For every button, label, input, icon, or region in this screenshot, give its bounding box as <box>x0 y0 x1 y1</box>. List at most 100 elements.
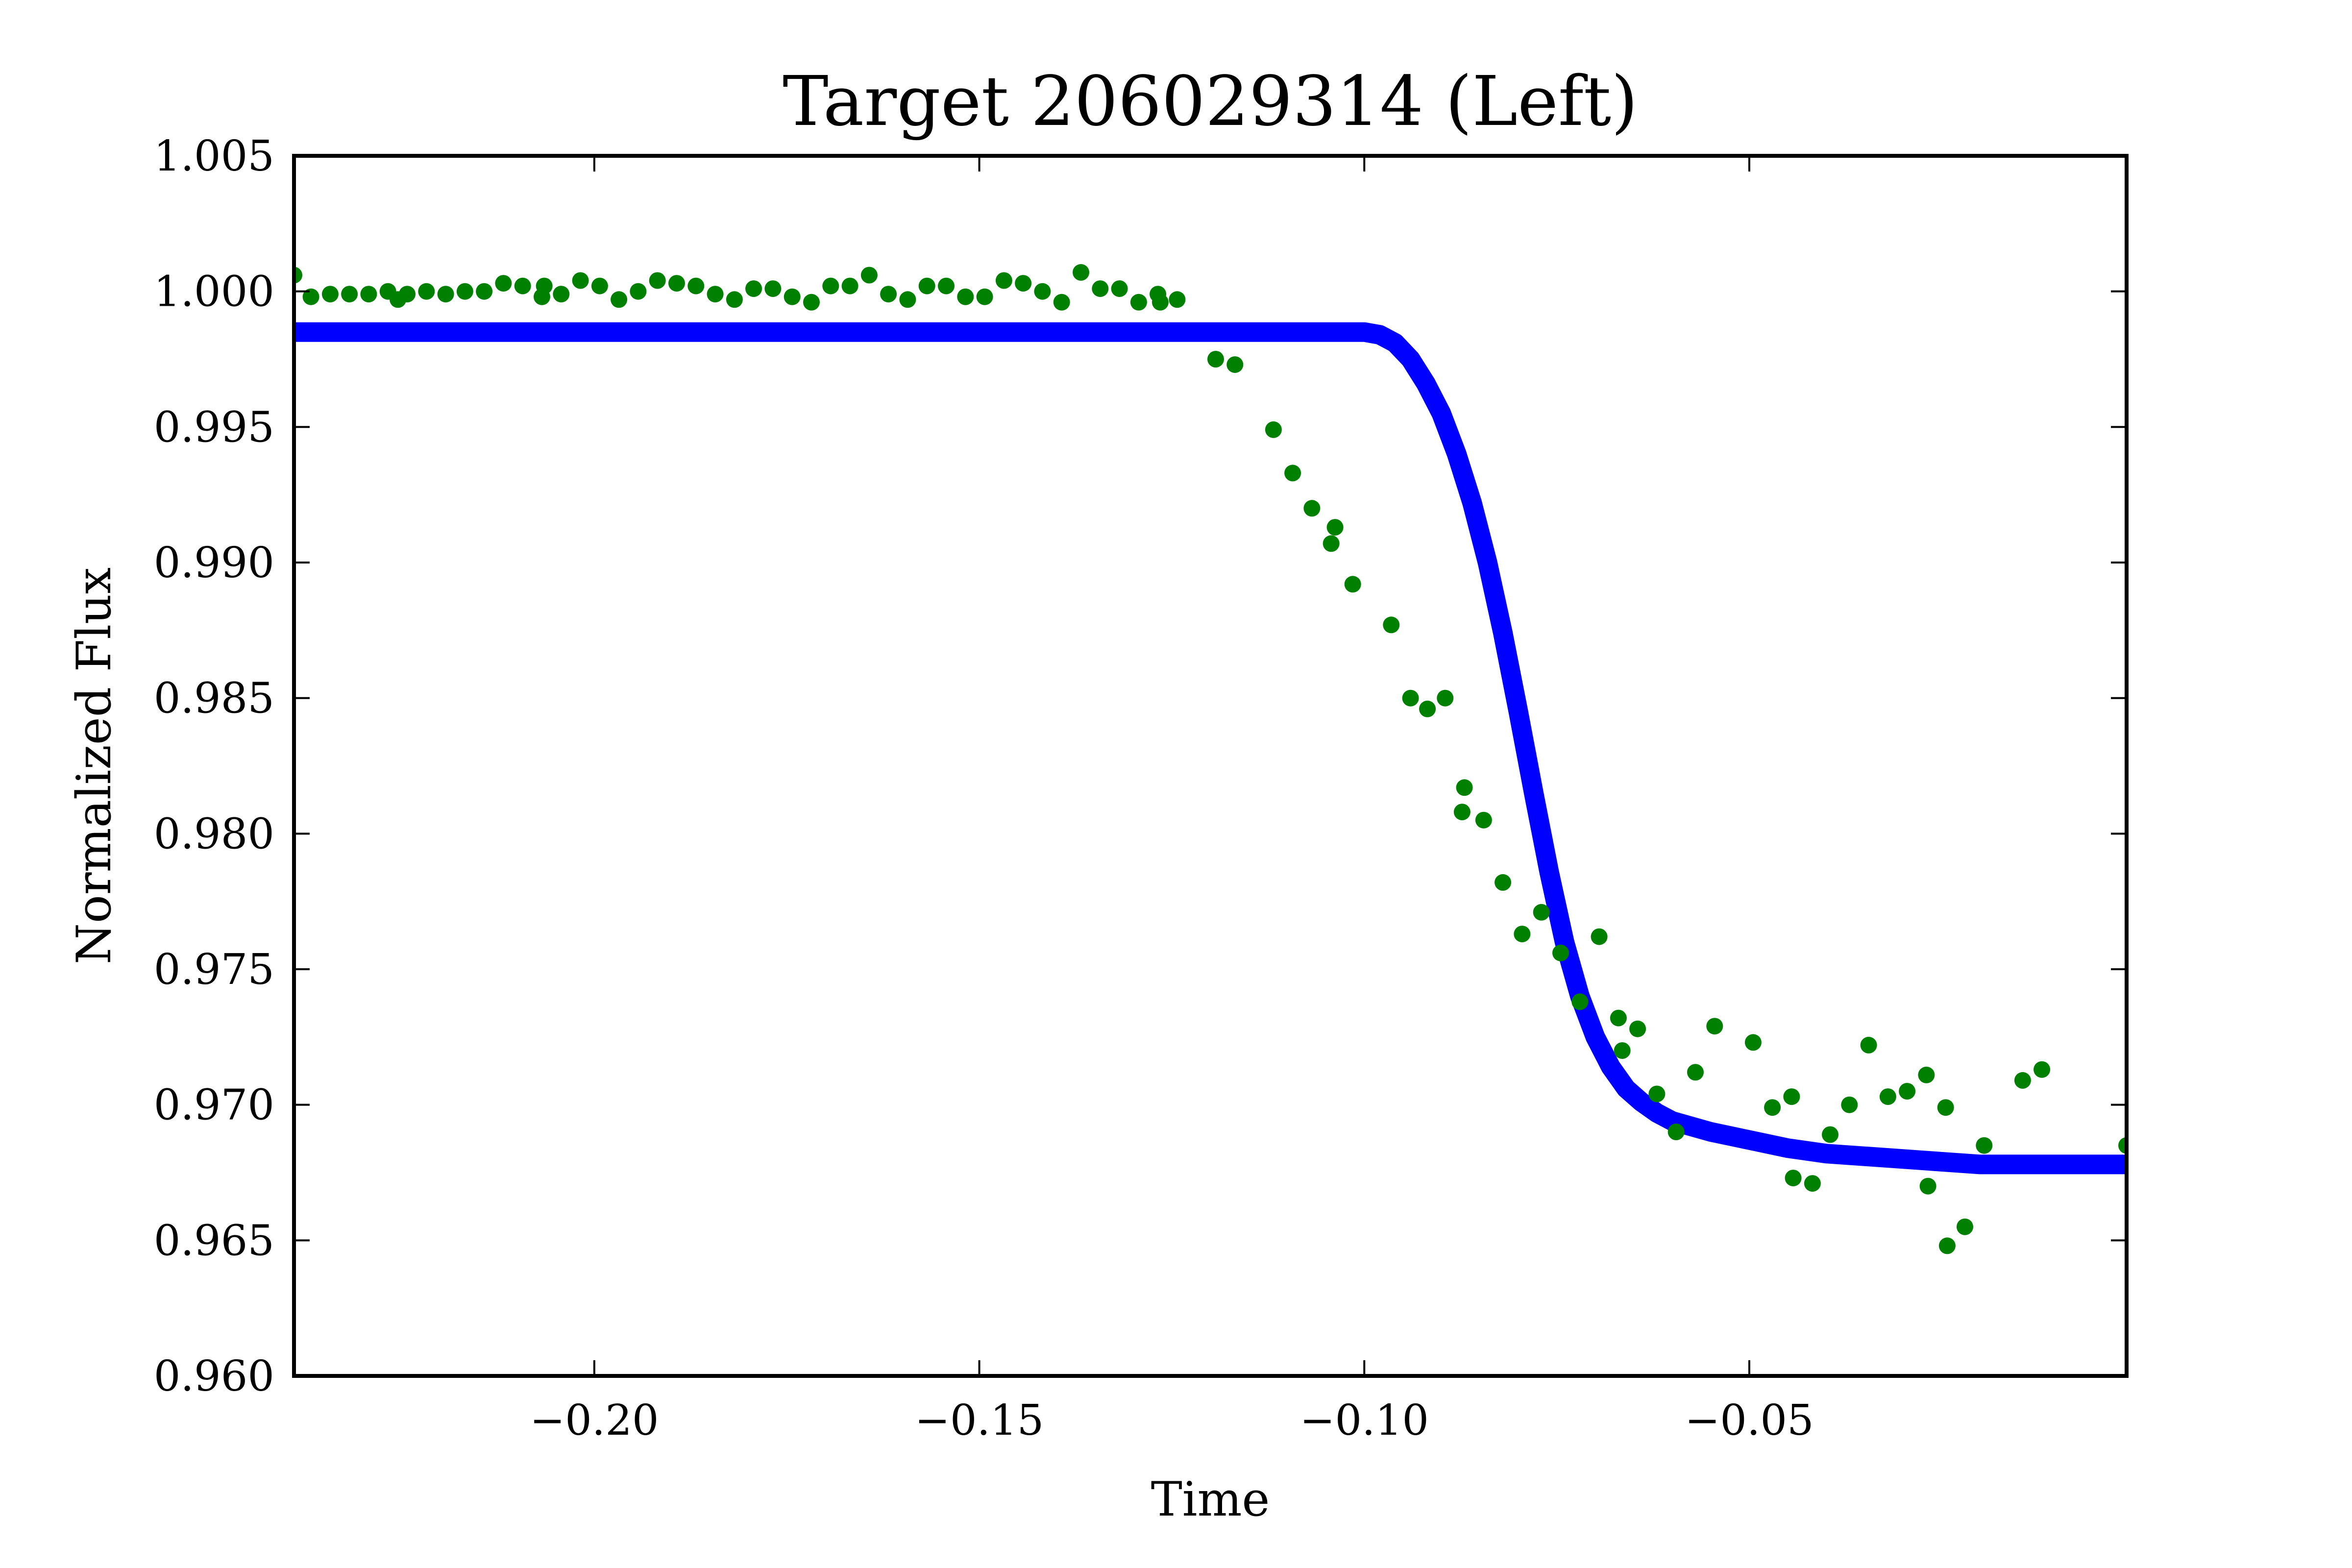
data-point <box>1899 1083 1916 1100</box>
y-axis-label: Normalized Flux <box>67 567 122 964</box>
data-point <box>294 267 302 284</box>
data-point <box>476 283 493 300</box>
fit-line-layer <box>294 322 2127 1175</box>
data-point <box>1419 700 1436 717</box>
data-point <box>1610 1009 1627 1027</box>
data-point <box>1015 275 1032 292</box>
data-point <box>1034 283 1051 300</box>
data-point <box>995 272 1012 289</box>
data-point <box>1552 944 1569 961</box>
data-point <box>1383 616 1400 634</box>
data-point <box>1092 280 1109 297</box>
data-point <box>880 286 897 303</box>
data-point <box>1284 465 1301 482</box>
data-point <box>1226 356 1244 373</box>
data-point <box>1514 926 1531 943</box>
data-point <box>1822 1126 1838 1143</box>
data-point <box>536 277 553 294</box>
data-point <box>1265 421 1282 438</box>
data-point <box>1453 804 1470 821</box>
data-point <box>1111 280 1128 297</box>
y-tick-label: 1.000 <box>154 268 274 317</box>
data-point <box>784 288 801 305</box>
data-point <box>1744 1034 1762 1051</box>
data-point <box>726 291 743 308</box>
data-point <box>1937 1099 1954 1116</box>
data-point <box>630 283 647 300</box>
data-point <box>1976 1137 1993 1154</box>
plot-frame <box>292 154 2129 1378</box>
data-point <box>1571 993 1589 1010</box>
data-point <box>1687 1064 1704 1081</box>
data-point <box>1879 1088 1896 1105</box>
data-point <box>437 286 454 303</box>
y-tick-label: 0.960 <box>154 1352 274 1401</box>
x-tick-label: −0.10 <box>1300 1396 1429 1445</box>
data-point <box>1938 1237 1956 1254</box>
x-tick-label: −0.05 <box>1685 1396 1814 1445</box>
data-point <box>360 286 377 303</box>
y-tick-label: 0.985 <box>154 674 274 723</box>
data-point <box>1533 904 1550 921</box>
tick-labels-layer: −0.20 −0.15 −0.10 −0.05 0.960 0.965 0.970 0.975… <box>154 132 1814 1445</box>
data-point <box>1437 689 1454 707</box>
data-point <box>1475 811 1492 829</box>
data-point <box>822 277 839 294</box>
data-point <box>1804 1175 1821 1192</box>
y-tick-label: 0.975 <box>154 945 274 994</box>
data-point <box>745 280 762 297</box>
x-tick-label: −0.20 <box>530 1396 659 1445</box>
y-tick-label: 0.990 <box>154 539 274 588</box>
y-tick-label: 0.980 <box>154 809 274 858</box>
data-point <box>1591 928 1608 945</box>
data-point <box>841 277 858 294</box>
data-point <box>1326 519 1344 536</box>
data-point <box>553 286 570 303</box>
data-point <box>591 277 608 294</box>
data-point <box>918 277 935 294</box>
data-point <box>2034 1061 2051 1078</box>
data-point <box>1053 294 1070 311</box>
data-point <box>976 288 993 305</box>
data-point <box>938 277 955 294</box>
data-point <box>1919 1177 1936 1195</box>
data-point <box>707 286 724 303</box>
data-point <box>668 275 685 292</box>
fit-line <box>294 322 2127 1175</box>
data-point <box>456 283 473 300</box>
data-point <box>1402 689 1419 707</box>
data-point <box>1918 1066 1935 1083</box>
data-point <box>1152 294 1169 311</box>
data-point <box>1648 1085 1666 1102</box>
data-point <box>1785 1170 1802 1187</box>
data-point <box>2118 1137 2127 1154</box>
scatter-layer <box>294 264 2127 1254</box>
plot-area <box>294 264 2127 1254</box>
data-point <box>1706 1018 1723 1035</box>
data-point <box>1614 1042 1631 1059</box>
data-point <box>1667 1124 1685 1140</box>
data-point <box>1303 500 1321 517</box>
data-point <box>1629 1020 1646 1037</box>
data-point <box>1073 264 1089 281</box>
data-point <box>1764 1099 1781 1116</box>
data-point <box>1323 535 1340 552</box>
data-point <box>1130 294 1147 311</box>
data-point <box>1344 576 1361 593</box>
data-point <box>1957 1218 1973 1235</box>
data-point <box>899 291 916 308</box>
y-tick-label: 1.005 <box>154 132 274 181</box>
data-point <box>514 277 531 294</box>
data-point <box>1494 874 1512 891</box>
data-point <box>611 291 628 308</box>
data-point <box>1456 779 1473 796</box>
y-tick-label: 0.995 <box>154 403 274 452</box>
data-point <box>495 275 512 292</box>
data-point <box>1783 1088 1800 1105</box>
data-point <box>1841 1096 1858 1113</box>
data-point <box>321 286 339 303</box>
data-point <box>1169 291 1186 308</box>
x-axis-label: Time <box>1151 1472 1270 1527</box>
x-tick-label: −0.15 <box>915 1396 1044 1445</box>
